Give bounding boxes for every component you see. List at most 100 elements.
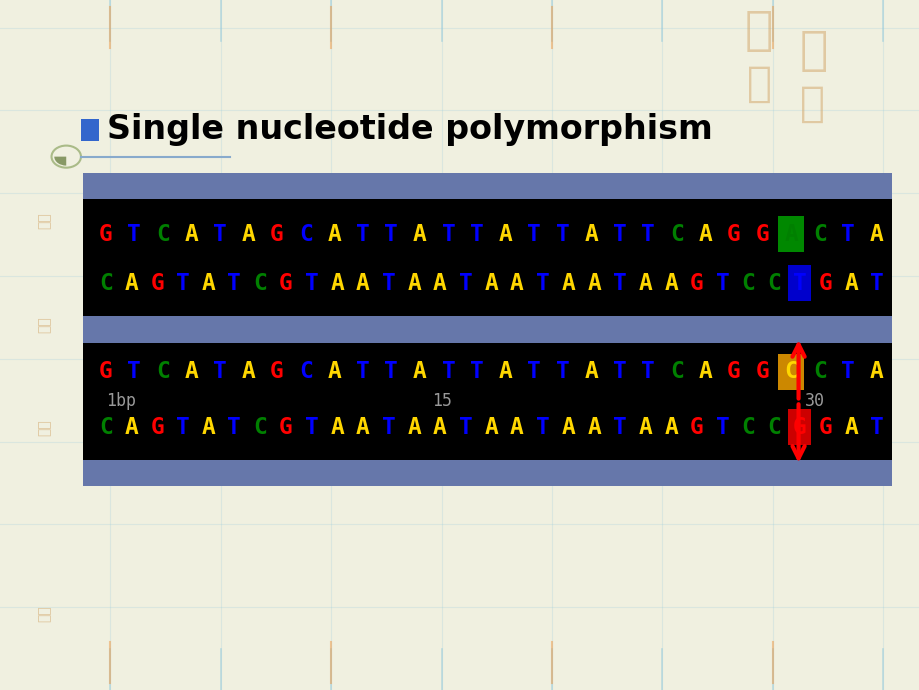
Text: T: T [381,416,395,439]
Text: T: T [176,272,189,295]
Text: T: T [227,416,241,439]
Text: T: T [459,272,472,295]
Text: A: A [201,272,215,295]
Text: C: C [156,222,170,246]
Text: C: C [783,360,797,384]
Text: A: A [201,416,215,439]
Text: 意: 意 [799,83,824,124]
FancyBboxPatch shape [83,172,891,199]
Text: T: T [384,360,398,384]
FancyBboxPatch shape [777,216,803,252]
Text: T: T [213,222,227,246]
Text: C: C [299,360,312,384]
Text: T: T [459,416,472,439]
Text: T: T [356,222,369,246]
Text: G: G [754,222,768,246]
Text: T: T [715,416,729,439]
Text: A: A [242,222,255,246]
Text: A: A [407,416,421,439]
FancyBboxPatch shape [788,409,811,445]
Text: T: T [470,360,483,384]
Text: C: C [99,416,112,439]
Text: A: A [638,272,652,295]
Text: C: C [741,416,754,439]
Wedge shape [54,157,66,166]
Text: 如意: 如意 [37,316,51,333]
FancyBboxPatch shape [83,172,891,486]
FancyBboxPatch shape [788,266,811,302]
Text: T: T [470,222,483,246]
Text: A: A [433,272,447,295]
Text: C: C [99,272,112,295]
Text: C: C [766,272,780,295]
Text: A: A [584,360,597,384]
Text: T: T [128,222,142,246]
Text: T: T [381,272,395,295]
Text: T: T [840,360,854,384]
Text: A: A [356,416,369,439]
Text: G: G [818,416,832,439]
Text: A: A [327,360,341,384]
Text: A: A [413,222,426,246]
Text: G: G [818,272,832,295]
Text: G: G [150,272,164,295]
Text: T: T [869,416,882,439]
Text: T: T [304,416,318,439]
Text: G: G [278,272,292,295]
Text: C: C [669,360,683,384]
Text: C: C [299,222,312,246]
Text: A: A [509,416,523,439]
Text: T: T [441,222,455,246]
Text: G: G [99,360,112,384]
Text: A: A [185,222,199,246]
Text: Single nucleotide polymorphism: Single nucleotide polymorphism [107,113,711,146]
Text: A: A [844,272,857,295]
Text: G: G [99,222,112,246]
Text: T: T [535,416,549,439]
FancyBboxPatch shape [777,354,803,390]
FancyBboxPatch shape [83,316,891,343]
Text: G: G [278,416,292,439]
Text: T: T [535,272,549,295]
Text: T: T [441,360,455,384]
Text: T: T [792,272,806,295]
FancyBboxPatch shape [83,460,891,486]
Text: C: C [253,416,267,439]
Text: T: T [384,222,398,246]
Text: A: A [413,360,426,384]
Text: A: A [185,360,199,384]
Text: T: T [227,272,241,295]
Text: T: T [715,272,729,295]
Text: 古祥: 古祥 [37,213,51,229]
Text: A: A [561,272,574,295]
Text: A: A [584,222,597,246]
Text: A: A [498,360,512,384]
Text: T: T [641,222,654,246]
Text: A: A [783,222,797,246]
Text: A: A [484,272,497,295]
FancyBboxPatch shape [81,119,99,141]
Text: C: C [156,360,170,384]
Text: A: A [586,416,600,439]
Text: A: A [664,272,677,295]
Text: 古: 古 [744,8,772,54]
Text: T: T [356,360,369,384]
Text: C: C [253,272,267,295]
Text: A: A [330,416,344,439]
Text: A: A [242,360,255,384]
Text: T: T [527,360,540,384]
Text: 如: 如 [745,63,771,105]
Text: A: A [124,272,138,295]
Text: T: T [612,272,626,295]
Text: T: T [612,222,626,246]
Text: A: A [407,272,421,295]
Text: 15: 15 [432,393,452,411]
Text: A: A [327,222,341,246]
Text: 天地: 天地 [37,420,51,436]
Text: A: A [356,272,369,295]
Text: T: T [840,222,854,246]
Text: T: T [869,272,882,295]
Text: A: A [869,360,882,384]
Text: T: T [304,272,318,295]
Text: A: A [124,416,138,439]
